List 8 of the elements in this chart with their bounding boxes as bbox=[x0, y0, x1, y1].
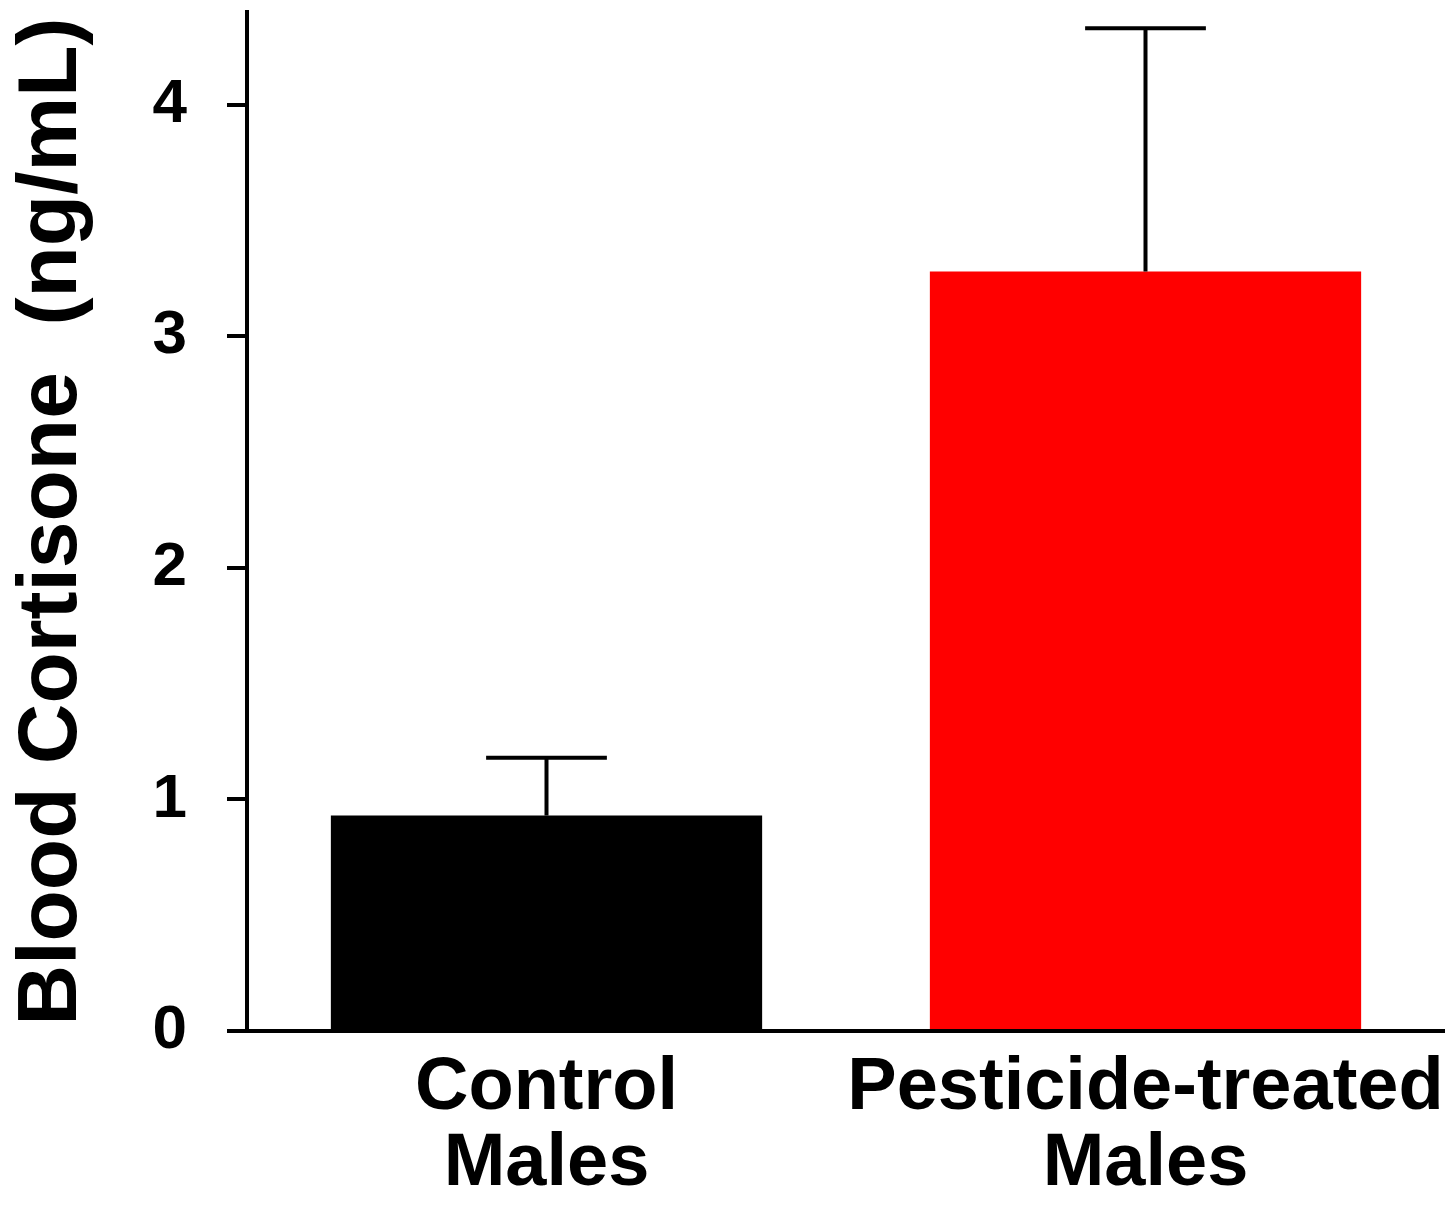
x-tick-label: Control Males bbox=[414, 1042, 679, 1201]
y-tick-label: 4 bbox=[152, 65, 188, 135]
y-tick-label: 1 bbox=[152, 760, 187, 830]
y-tick-label: 3 bbox=[152, 297, 187, 367]
y-tick-label: 0 bbox=[152, 992, 187, 1062]
y-axis-title: Blood Cortisone (ng/mL) bbox=[0, 17, 94, 1026]
y-tick-label: 2 bbox=[152, 528, 187, 598]
x-tick-label: Pesticide-treated Males bbox=[847, 1042, 1444, 1201]
